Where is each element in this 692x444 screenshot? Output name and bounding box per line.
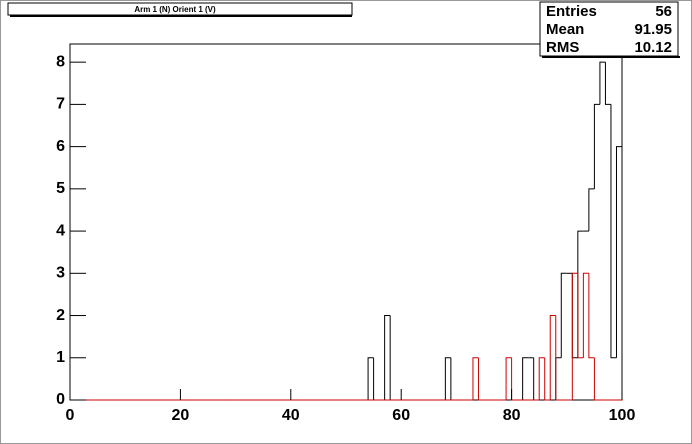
stats-shadow [542,56,680,58]
x-tick-label: 20 [172,407,190,424]
stats-label: Entries [546,3,597,20]
histogram-bin [604,62,611,105]
x-tick-label: 60 [392,407,410,424]
histogram-bin [505,357,512,400]
histogram-bin [582,272,589,358]
histogram-bin [544,357,551,401]
y-tick-label: 0 [56,391,65,408]
histogram-bin [472,357,479,400]
x-tick-label: 40 [282,407,300,424]
plot-frame [69,43,623,401]
histogram-bin [560,272,567,358]
stats-value: 91.95 [634,21,672,38]
histogram-bin [549,315,556,400]
y-tick-label: 8 [56,53,65,70]
histogram-bin [577,273,584,359]
histogram-bin [555,315,562,401]
y-tick-label: 2 [56,307,65,324]
stats-box [539,1,679,57]
histogram-bin [477,357,484,401]
histogram-bin [384,315,391,400]
histogram-bin [367,357,374,400]
histogram-bin [615,146,623,400]
y-tick-label: 3 [56,265,65,282]
title-shadow [10,15,352,17]
histogram-bin [610,104,617,359]
y-tick-label: 1 [56,349,65,366]
x-tick-label: 0 [66,407,75,424]
y-tick-label: 5 [56,180,65,197]
x-tick-label: 100 [609,407,636,424]
histogram-bin [588,188,595,232]
histogram-bin [538,357,545,400]
histogram-bin [593,357,600,401]
stats-label: RMS [546,39,579,56]
x-tick-label: 80 [503,407,521,424]
stats-label: Mean [546,21,584,38]
histogram-bin [444,357,451,400]
chart-title: Arm 1 (N) Orient 1 (V) [134,5,216,14]
histogram-bin [522,357,529,400]
y-tick-label: 4 [56,222,65,239]
histogram-bin [599,61,606,105]
y-tick-label: 6 [56,138,65,155]
stats-value: 10.12 [634,39,672,56]
histogram-bin [571,272,578,400]
stats-value: 56 [655,3,672,20]
y-tick-label: 7 [56,96,65,113]
histogram-bin [593,103,600,189]
histogram-bin [588,273,595,359]
